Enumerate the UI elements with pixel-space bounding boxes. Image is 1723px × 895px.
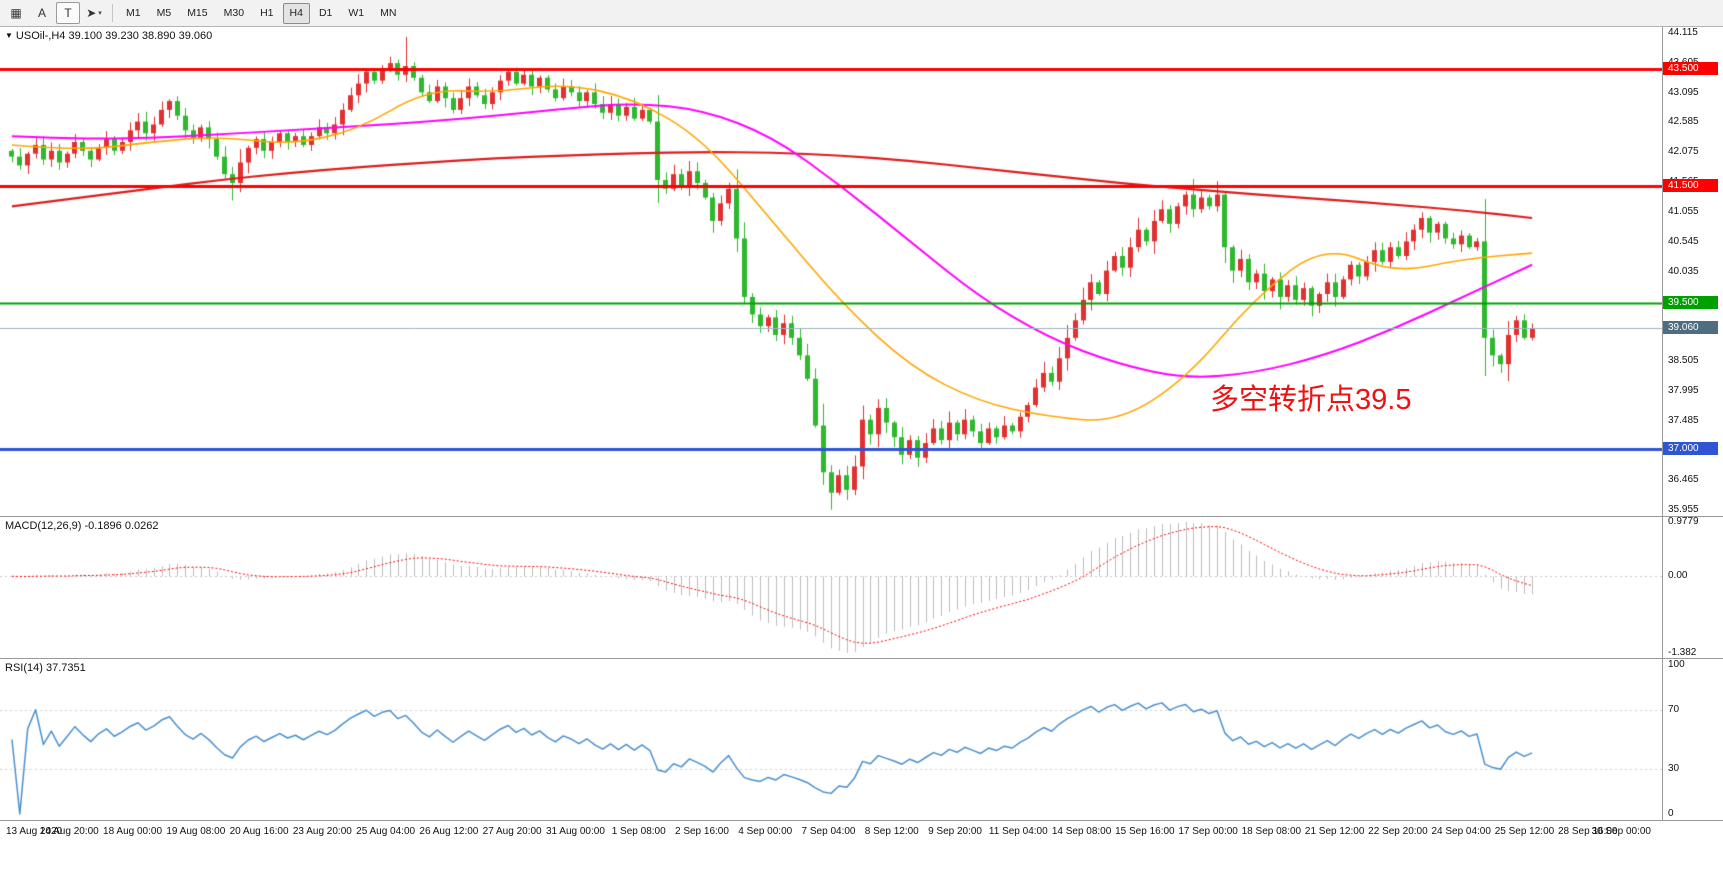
chart-annotation: 多空转折点39.5	[1210, 384, 1412, 416]
price-scale-label: 43.095	[1668, 86, 1699, 98]
time-axis-label: 18 Sep 08:00	[1241, 826, 1302, 837]
main-chart-panel: ▼ USOil-,H4 39.100 39.230 38.890 39.060 多…	[0, 27, 1723, 516]
current-price-badge: 39.060	[1663, 321, 1718, 335]
timeframe-H4[interactable]: H4	[282, 2, 310, 24]
macd-scale-label: 0.9779	[1668, 516, 1699, 527]
symbol-info: ▼ USOil-,H4 39.100 39.230 38.890 39.060	[5, 30, 212, 42]
time-axis-label: 9 Sep 20:00	[928, 826, 982, 837]
macd-scale-label: -1.382	[1668, 647, 1697, 658]
text-tool-icon: T	[64, 6, 72, 20]
price-scale-label: 36.465	[1668, 474, 1699, 486]
rsi-panel: RSI(14) 37.7351 100 70 30 0	[0, 659, 1723, 820]
rsi-scale[interactable]: 100 70 30 0	[1662, 659, 1723, 820]
candlestick-chart-canvas[interactable]	[0, 27, 1662, 516]
time-axis-label: 22 Sep 20:00	[1368, 826, 1428, 837]
price-scale-label: 42.585	[1668, 116, 1699, 128]
time-axis-label: 25 Sep 12:00	[1494, 826, 1555, 837]
rsi-canvas[interactable]	[0, 659, 1662, 820]
timeframe-M30[interactable]: M30	[223, 7, 245, 19]
price-scale-label: 41.055	[1668, 205, 1699, 217]
text-tool-button[interactable]: T	[56, 2, 80, 24]
time-axis-label: 2 Sep 16:00	[674, 826, 729, 837]
time-axis-label: 31 Aug 00:00	[545, 826, 605, 837]
time-axis-label: 13 Aug 2020	[6, 826, 63, 837]
time-axis-label: 24 Sep 04:00	[1431, 826, 1491, 837]
label-tool-icon: A	[37, 6, 46, 20]
panel-splitter[interactable]	[0, 516, 1723, 517]
timeframe-M1[interactable]: M1	[126, 7, 141, 19]
time-axis-label: 14 Sep 08:00	[1051, 826, 1112, 837]
timeframe-group: M1 M5 M15 M30 H1 H4 D1 W1 MN	[119, 2, 403, 24]
time-axis-label: 15 Sep 16:00	[1115, 826, 1175, 837]
panel-splitter[interactable]	[0, 658, 1723, 659]
time-axis-label: 11 Sep 04:00	[988, 826, 1048, 837]
toolbar: ▦ A T ➤ ▾ M1 M5 M15 M30 H1 H4 D1 W1 MN	[0, 0, 1723, 27]
symbol-ohlc-text: USOil-,H4 39.100 39.230 38.890 39.060	[15, 30, 213, 42]
label-tool-button[interactable]: A	[30, 2, 54, 24]
price-scale-label: 35.955	[1668, 504, 1699, 515]
price-scale-label: 38.505	[1668, 354, 1699, 366]
time-axis-label: 1 Sep 08:00	[611, 826, 666, 837]
timeframe-W1[interactable]: W1	[348, 7, 365, 19]
time-axis-label: 28 Sep 16:00	[1557, 826, 1618, 837]
price-level-badge: 43.500	[1663, 61, 1718, 75]
time-axis-label: 19 Aug 08:00	[166, 826, 226, 837]
rsi-scale-label: 0	[1668, 808, 1674, 819]
timeframe-M15[interactable]: M15	[187, 7, 208, 19]
price-scale-label: 37.995	[1668, 384, 1699, 396]
price-level-badge: 41.500	[1663, 178, 1718, 192]
chevron-down-icon: ▾	[98, 10, 102, 17]
time-axis-label: 23 Aug 20:00	[292, 826, 352, 837]
toolbar-separator	[112, 4, 113, 22]
time-axis-label: 27 Aug 20:00	[482, 826, 542, 837]
time-axis-label: 14 Aug 20:00	[39, 826, 99, 837]
price-scale-label: 40.035	[1668, 265, 1699, 277]
timeframe-H1[interactable]: H1	[260, 7, 274, 19]
rsi-scale-label: 30	[1668, 763, 1680, 775]
macd-scale-label: 0.00	[1668, 570, 1688, 582]
time-axis-label: 8 Sep 12:00	[864, 826, 919, 837]
timeframe-M5[interactable]: M5	[156, 7, 172, 19]
price-level-badge: 39.500	[1663, 295, 1718, 309]
chart-window-icon: ▦	[10, 6, 22, 20]
time-axis-label: 4 Sep 00:00	[738, 826, 793, 837]
price-scale-label: 44.115	[1668, 27, 1698, 38]
macd-canvas[interactable]	[0, 517, 1662, 658]
macd-panel: MACD(12,26,9) -0.1896 0.0262 0.9779 0.00 -…	[0, 516, 1723, 658]
draw-tools-icon: ➤	[86, 6, 97, 20]
time-axis-label: 26 Aug 12:00	[419, 826, 479, 837]
price-scale-label: 42.075	[1668, 146, 1699, 158]
time-axis-label: 7 Sep 04:00	[801, 826, 856, 837]
main-price-scale[interactable]: 44.11543.60543.09542.58542.07541.56541.0…	[1662, 27, 1723, 516]
time-axis[interactable]: 13 Aug 2020 14 Aug 20:00 18 Aug 00:00 19 Au…	[0, 820, 1723, 895]
price-scale-label: 37.485	[1668, 414, 1699, 426]
rsi-scale-label: 70	[1668, 703, 1680, 715]
time-axis-label: 21 Sep 12:00	[1304, 826, 1365, 837]
symbol-dropdown-icon[interactable]: ▼	[5, 31, 13, 40]
macd-scale[interactable]: 0.9779 0.00 -1.382	[1662, 516, 1723, 658]
price-scale-label: 40.545	[1668, 235, 1699, 247]
time-axis-label: 20 Aug 16:00	[229, 826, 289, 837]
chart-window-button[interactable]: ▦	[4, 2, 28, 24]
time-axis-label: 30 Sep 00:00	[1591, 826, 1652, 837]
price-level-badge: 37.000	[1663, 441, 1718, 455]
time-axis-label: 18 Aug 00:00	[103, 826, 163, 837]
time-axis-label: 17 Sep 00:00	[1178, 826, 1238, 837]
timeframe-MN[interactable]: MN	[380, 7, 397, 19]
time-axis-label: 25 Aug 04:00	[356, 826, 416, 837]
rsi-label: RSI(14) 37.7351	[5, 662, 86, 674]
macd-label: MACD(12,26,9) -0.1896 0.0262	[5, 520, 159, 532]
rsi-scale-label: 100	[1668, 659, 1685, 670]
toolbar-tools: ▦ A T ➤ ▾	[4, 2, 106, 24]
draw-tools-button[interactable]: ➤ ▾	[82, 2, 106, 24]
timeframe-D1[interactable]: D1	[318, 7, 333, 19]
